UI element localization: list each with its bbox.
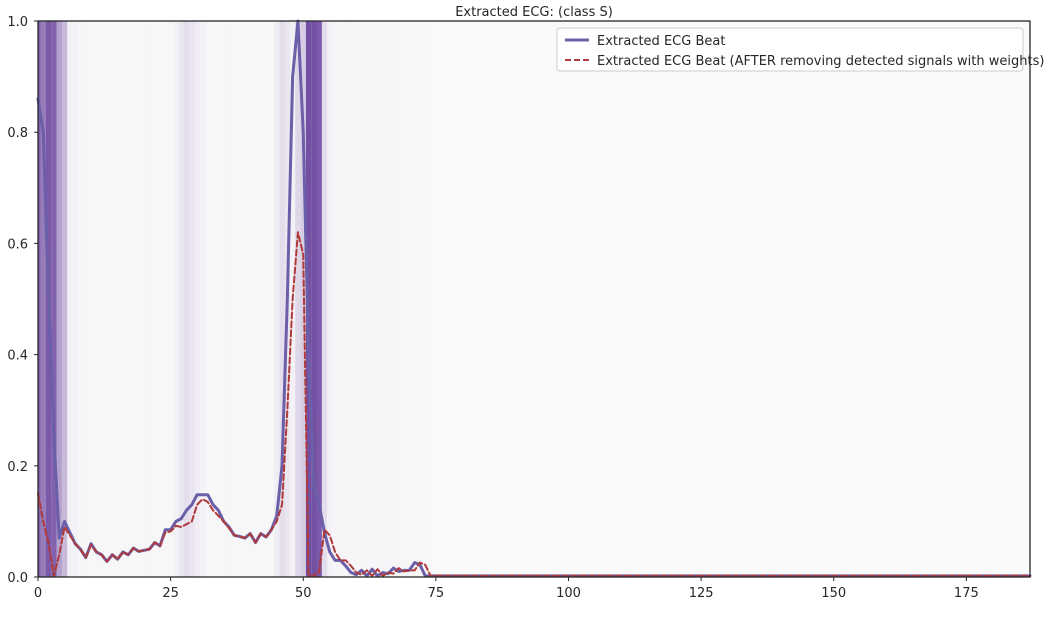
weight-band (380, 21, 385, 577)
weight-band (327, 21, 332, 577)
weight-band (332, 21, 337, 577)
weight-band (56, 21, 62, 577)
y-tick-label: 0.6 (7, 237, 28, 252)
weight-band (210, 21, 215, 577)
weight-band (274, 21, 280, 577)
weight-band (40, 21, 46, 577)
weight-band (321, 21, 328, 577)
x-tick-label: 150 (821, 586, 846, 601)
weight-band (237, 21, 242, 577)
weight-band (316, 21, 322, 577)
weight-band (359, 21, 364, 577)
weight-band (428, 21, 433, 577)
plot-area (36, 19, 1032, 578)
weight-band (348, 21, 353, 577)
y-tick-label: 0.2 (7, 460, 28, 475)
weight-band (99, 21, 104, 577)
weight-band (258, 21, 263, 577)
weight-band (343, 21, 348, 577)
weight-band (38, 21, 41, 577)
weight-band (396, 21, 401, 577)
weight-band (216, 21, 221, 577)
weight-band (183, 21, 190, 577)
weight-band (354, 21, 359, 577)
weight-band (370, 21, 375, 577)
weight-band (168, 21, 173, 577)
legend-label-beat: Extracted ECG Beat (597, 34, 725, 49)
weight-band (88, 21, 93, 577)
series-line-after (37, 231, 1031, 577)
x-tick-label: 100 (556, 586, 581, 601)
x-axis-ticks: 0 25 50 75 100 125 150 175 (34, 577, 979, 601)
y-tick-label: 1.0 (7, 15, 28, 30)
weight-band (194, 21, 200, 577)
weight-band (72, 21, 77, 577)
legend: Extracted ECG Beat Extracted ECG Beat (AF… (556, 27, 1044, 72)
weight-band (338, 21, 343, 577)
x-tick-label: 25 (162, 586, 179, 601)
weight-band (417, 21, 422, 577)
chart-title: Extracted ECG: (class S) (455, 5, 613, 20)
axes-frame (37, 20, 1031, 578)
weight-band (78, 21, 83, 577)
weight-band (51, 21, 57, 577)
weight-band (375, 21, 380, 577)
weight-band (189, 21, 195, 577)
weight-band (253, 21, 258, 577)
weight-band (269, 21, 274, 577)
weight-band (385, 21, 390, 577)
weight-band (311, 21, 317, 577)
x-tick-label: 0 (34, 586, 42, 601)
plot-background (38, 21, 1030, 577)
weight-band (242, 21, 247, 577)
weight-band (221, 21, 226, 577)
weight-band (147, 21, 152, 577)
weight-band (67, 21, 73, 577)
weight-band (104, 21, 109, 577)
weight-band (178, 21, 184, 577)
legend-label-after: Extracted ECG Beat (AFTER removing detec… (597, 54, 1044, 69)
weight-band (226, 21, 231, 577)
y-tick-label: 0.4 (7, 349, 28, 364)
weight-band (248, 21, 253, 577)
weight-band (407, 21, 412, 577)
weight-band (232, 21, 237, 577)
x-tick-label: 125 (689, 586, 714, 601)
weight-band (131, 21, 136, 577)
weight-band (94, 21, 99, 577)
weight-band (401, 21, 406, 577)
weight-band (61, 21, 68, 577)
y-tick-label: 0.0 (7, 571, 28, 586)
weight-band (391, 21, 396, 577)
weight-band (115, 21, 120, 577)
weight-band (263, 21, 268, 577)
x-tick-label: 175 (954, 586, 979, 601)
weight-band (152, 21, 157, 577)
weight-band (163, 21, 168, 577)
y-axis-ticks: 0.0 0.2 0.4 0.6 0.8 1.0 (7, 15, 38, 586)
weight-band (120, 21, 125, 577)
weight-band (423, 21, 428, 577)
weight-band (110, 21, 115, 577)
weight-band (141, 21, 146, 577)
legend-box (556, 27, 1024, 72)
x-tick-label: 50 (295, 586, 312, 601)
weight-band (173, 21, 179, 577)
weight-band (412, 21, 417, 577)
weight-band (279, 21, 285, 577)
weight-band (136, 21, 141, 577)
weight-band (157, 21, 162, 577)
weight-band (364, 21, 369, 577)
weight-band (83, 21, 88, 577)
y-tick-label: 0.8 (7, 126, 28, 141)
x-tick-label: 75 (428, 586, 445, 601)
weight-band (295, 21, 301, 577)
weight-band (126, 21, 131, 577)
